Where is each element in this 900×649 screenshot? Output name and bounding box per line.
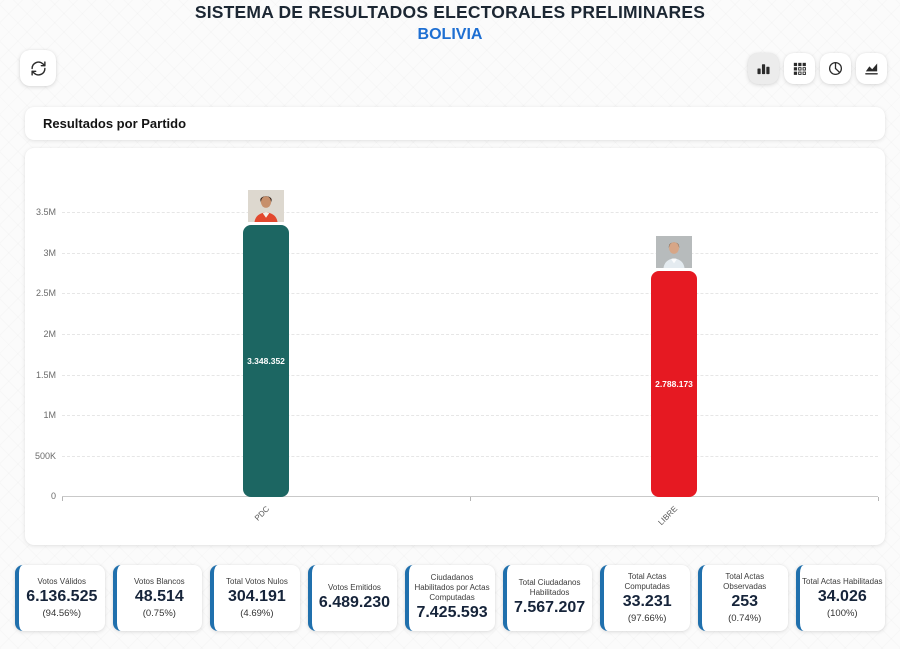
stat-label: Total Actas Habilitadas [802,576,883,586]
stat-value: 7.425.593 [416,603,488,621]
bar-chart-icon [755,60,772,77]
stat-card-votos-nulos: Total Votos Nulos 304.191 (4.69%) [210,565,300,631]
stat-percent: (4.69%) [240,607,274,619]
bar-libre[interactable]: 2.788.173 [651,271,697,497]
chart-type-area-button[interactable] [856,53,887,84]
stat-percent: (0.74%) [728,612,762,624]
gridline [62,375,878,376]
page-title: SISTEMA DE RESULTADOS ELECTORALES PRELIM… [194,2,706,22]
stat-percent: (97.66%) [627,612,667,624]
refresh-button[interactable] [20,50,56,86]
axis-tick [470,497,471,501]
pivot-table-icon [791,60,808,77]
bar-group-libre[interactable]: 2.788.173 [651,236,697,497]
candidate-photo-pdc [248,190,284,222]
stat-label: Votos Válidos [37,576,87,586]
stat-label: Votos Emitidos [328,582,381,592]
stat-percent: (0.75%) [142,607,176,619]
stat-card-ciudadanos-actas: Ciudadanos Habilitados por Actas Computa… [405,565,495,631]
section-title: Resultados por Partido [43,116,187,131]
summary-stats-row: Votos Válidos 6.136.525 (94.56%) Votos B… [15,565,886,631]
x-axis-line [62,496,878,497]
results-bar-chart: 3.5M 3M 2.5M 2M 1.5M 1M 500K 0 3.348.352 [25,148,885,545]
page-subtitle: BOLIVIA [417,26,483,43]
stat-card-ciudadanos-habilitados: Total Ciudadanos Habilitados 7.567.207 [502,565,593,631]
gridline [62,334,878,335]
section-header-card: Resultados por Partido [25,107,885,140]
chart-type-table-button[interactable] [784,53,815,84]
pie-chart-icon [827,60,844,77]
y-tick-label: 500K [34,451,56,461]
bar-value-label: 3.348.352 [247,356,285,366]
chart-type-bar-button[interactable] [748,53,779,84]
stat-card-actas-observadas: Total Actas Observadas 253 (0.74%) [697,565,788,631]
gridline [62,293,878,294]
area-chart-icon [863,60,880,77]
stat-label: Total Ciudadanos Habilitados [518,577,581,597]
gridline [62,415,878,416]
y-tick-label: 0 [50,491,56,501]
stat-label: Total Actas Observadas [723,571,767,591]
y-tick-label: 3M [43,248,56,258]
y-tick-label: 1M [43,410,56,420]
stat-value: 33.231 [622,592,672,610]
gridline [62,212,878,213]
chart-type-pie-button[interactable] [820,53,851,84]
candidate-photo-libre [656,236,692,268]
axis-tick [878,497,879,501]
stat-card-actas-computadas: Total Actas Computadas 33.231 (97.66%) [600,565,690,631]
y-tick-label: 1.5M [35,370,56,380]
bar-value-label: 2.788.173 [655,379,693,389]
refresh-icon [30,60,47,77]
stat-percent: (100%) [826,607,858,619]
stat-label: Total Actas Computadas [624,571,670,591]
y-tick-label: 3.5M [35,207,56,217]
bar-pdc[interactable]: 3.348.352 [243,225,289,497]
stat-value: 34.026 [817,587,867,605]
x-axis-label-libre: LIBRE [656,504,680,528]
stat-value: 253 [731,592,759,610]
stat-label: Ciudadanos Habilitados por Actas Computa… [414,572,490,602]
stat-card-votos-blancos: Votos Blancos 48.514 (0.75%) [112,565,203,631]
gridline [62,253,878,254]
stat-value: 6.489.230 [318,593,391,611]
bar-group-pdc[interactable]: 3.348.352 [243,190,289,497]
stat-value: 7.567.207 [514,598,586,616]
stat-label: Votos Blancos [133,576,185,586]
stat-label: Total Votos Nulos [226,576,288,586]
stat-card-votos-emitidos: Votos Emitidos 6.489.230 [307,565,398,631]
axis-tick [62,497,63,501]
gridline [62,456,878,457]
stat-value: 6.136.525 [26,587,98,605]
stat-value: 304.191 [227,587,286,605]
stat-card-actas-habilitadas: Total Actas Habilitadas 34.026 (100%) [795,565,886,631]
y-tick-label: 2M [43,329,56,339]
stat-card-votos-validos: Votos Válidos 6.136.525 (94.56%) [15,565,105,631]
x-axis-label-pdc: PDC [252,504,272,523]
stat-percent: (94.56%) [42,607,82,619]
y-tick-label: 2.5M [35,288,56,298]
stat-value: 48.514 [134,587,184,605]
